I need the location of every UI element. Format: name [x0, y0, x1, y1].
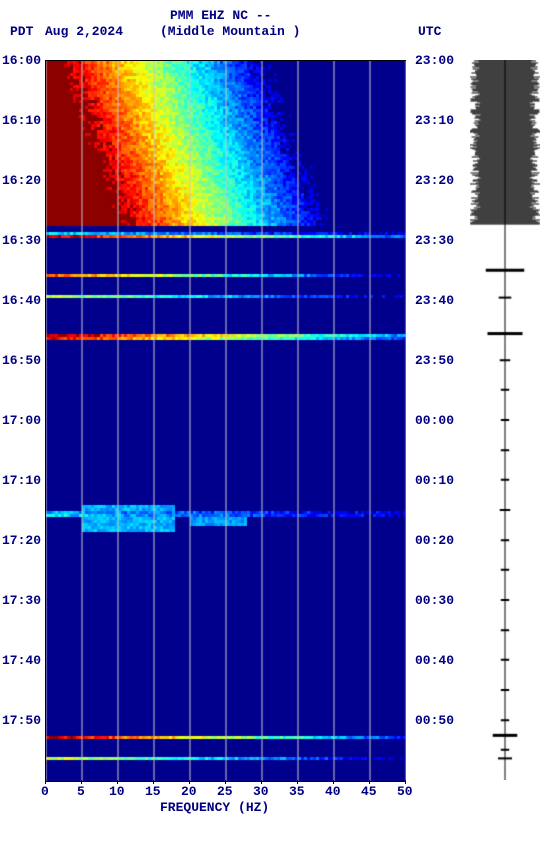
- spectrogram-plot: [45, 60, 406, 782]
- x-tick-label: 15: [145, 784, 161, 799]
- x-tick-label: 45: [361, 784, 377, 799]
- y-tick-left-label: 17:30: [2, 593, 41, 608]
- y-tick-right-label: 00:50: [415, 713, 454, 728]
- y-tick-right-label: 00:20: [415, 533, 454, 548]
- y-tick-left-label: 16:30: [2, 233, 41, 248]
- x-tick-label: 40: [325, 784, 341, 799]
- waveform-trace: [470, 60, 540, 780]
- y-tick-left-label: 16:10: [2, 113, 41, 128]
- y-tick-left-label: 17:10: [2, 473, 41, 488]
- x-tick-label: 5: [77, 784, 85, 799]
- x-tick-label: 10: [109, 784, 125, 799]
- left-tz-label: PDT: [10, 24, 33, 39]
- y-tick-left-label: 16:00: [2, 53, 41, 68]
- y-tick-right-label: 00:00: [415, 413, 454, 428]
- y-tick-left-label: 17:50: [2, 713, 41, 728]
- x-tick-label: 50: [397, 784, 413, 799]
- x-tick-label: 35: [289, 784, 305, 799]
- y-tick-right-label: 23:50: [415, 353, 454, 368]
- right-tz-label: UTC: [418, 24, 441, 39]
- station-label: PMM EHZ NC --: [170, 8, 271, 23]
- x-tick-label: 20: [181, 784, 197, 799]
- x-tick-label: 0: [41, 784, 49, 799]
- y-tick-left-label: 17:20: [2, 533, 41, 548]
- y-tick-right-label: 23:10: [415, 113, 454, 128]
- y-tick-right-label: 23:40: [415, 293, 454, 308]
- y-tick-right-label: 00:30: [415, 593, 454, 608]
- y-tick-right-label: 23:20: [415, 173, 454, 188]
- date-label: Aug 2,2024: [45, 24, 123, 39]
- y-tick-right-label: 23:30: [415, 233, 454, 248]
- y-tick-left-label: 16:40: [2, 293, 41, 308]
- y-tick-right-label: 00:40: [415, 653, 454, 668]
- location-label: (Middle Mountain ): [160, 24, 300, 39]
- y-tick-left-label: 16:20: [2, 173, 41, 188]
- y-tick-left-label: 17:40: [2, 653, 41, 668]
- x-tick-label: 25: [217, 784, 233, 799]
- y-tick-left-label: 17:00: [2, 413, 41, 428]
- x-tick-label: 30: [253, 784, 269, 799]
- y-tick-right-label: 23:00: [415, 53, 454, 68]
- y-tick-right-label: 00:10: [415, 473, 454, 488]
- x-axis-label: FREQUENCY (HZ): [160, 800, 269, 815]
- y-tick-left-label: 16:50: [2, 353, 41, 368]
